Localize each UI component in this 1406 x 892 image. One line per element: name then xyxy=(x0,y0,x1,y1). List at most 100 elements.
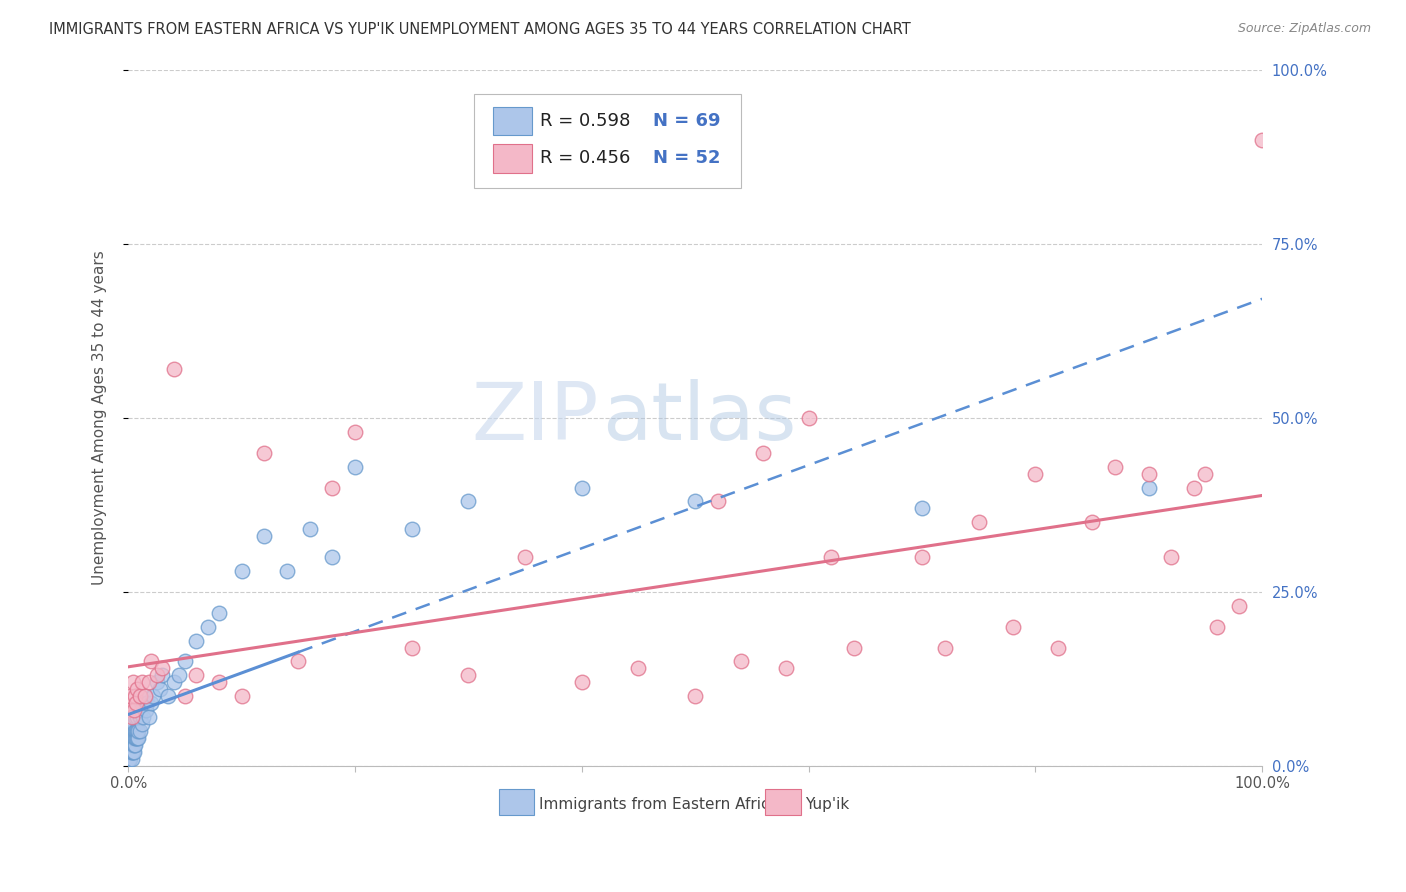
Point xyxy=(1182,481,1205,495)
Point xyxy=(127,724,149,739)
Point xyxy=(118,738,141,752)
Point xyxy=(124,724,146,739)
Point xyxy=(343,459,366,474)
Point xyxy=(127,731,149,745)
Point xyxy=(131,717,153,731)
Text: R = 0.598: R = 0.598 xyxy=(540,112,630,130)
Point xyxy=(120,752,142,766)
Point xyxy=(571,481,593,495)
Point xyxy=(149,682,172,697)
Point xyxy=(127,710,149,724)
Point xyxy=(121,752,143,766)
Point xyxy=(124,738,146,752)
Point xyxy=(343,425,366,439)
Point xyxy=(121,738,143,752)
Point xyxy=(138,675,160,690)
Point xyxy=(150,668,173,682)
Point xyxy=(132,696,155,710)
Point xyxy=(1024,467,1046,481)
Point xyxy=(135,703,157,717)
Point xyxy=(138,710,160,724)
Point xyxy=(118,745,141,759)
Point xyxy=(197,620,219,634)
Point xyxy=(129,703,152,717)
Point xyxy=(121,738,143,752)
Point xyxy=(287,655,309,669)
Point xyxy=(142,690,165,704)
Text: R = 0.456: R = 0.456 xyxy=(540,150,630,168)
Point xyxy=(321,550,343,565)
Point xyxy=(1229,599,1251,613)
FancyBboxPatch shape xyxy=(499,789,534,815)
Text: Immigrants from Eastern Africa: Immigrants from Eastern Africa xyxy=(538,797,779,812)
Point xyxy=(1251,133,1274,147)
Point xyxy=(134,690,156,704)
Point xyxy=(1137,481,1160,495)
Point xyxy=(121,731,143,745)
Point xyxy=(231,564,253,578)
Point xyxy=(683,690,706,704)
Point xyxy=(122,738,145,752)
Point xyxy=(145,675,167,690)
Point xyxy=(208,675,231,690)
Point xyxy=(124,690,146,704)
Point xyxy=(128,710,150,724)
Point xyxy=(121,731,143,745)
Point xyxy=(125,731,148,745)
Point xyxy=(124,710,146,724)
Point xyxy=(911,501,934,516)
Point xyxy=(121,724,143,739)
Point xyxy=(136,696,159,710)
Point xyxy=(122,717,145,731)
Point xyxy=(120,690,142,704)
Point xyxy=(730,655,752,669)
Point xyxy=(1160,550,1182,565)
Point xyxy=(276,564,298,578)
Text: N = 69: N = 69 xyxy=(654,112,721,130)
Point xyxy=(253,446,276,460)
Point xyxy=(173,655,195,669)
Point xyxy=(128,690,150,704)
Point xyxy=(571,675,593,690)
Point xyxy=(127,731,149,745)
Point xyxy=(173,690,195,704)
Point xyxy=(122,703,145,717)
Point xyxy=(1081,516,1104,530)
FancyBboxPatch shape xyxy=(765,789,800,815)
Point xyxy=(513,550,536,565)
Point xyxy=(132,710,155,724)
Point xyxy=(162,675,184,690)
Point xyxy=(627,661,650,675)
Point xyxy=(1137,467,1160,481)
Point xyxy=(911,550,934,565)
Point xyxy=(1104,459,1126,474)
Point xyxy=(125,696,148,710)
Point xyxy=(121,710,143,724)
Point xyxy=(118,703,141,717)
Point xyxy=(167,668,190,682)
Point xyxy=(139,655,162,669)
Point xyxy=(752,446,775,460)
FancyBboxPatch shape xyxy=(494,145,531,173)
Y-axis label: Unemployment Among Ages 35 to 44 years: Unemployment Among Ages 35 to 44 years xyxy=(93,251,107,585)
Point xyxy=(208,606,231,620)
Point xyxy=(775,661,797,675)
Point xyxy=(1205,620,1227,634)
Point xyxy=(120,731,142,745)
Point xyxy=(150,661,173,675)
Point xyxy=(401,522,423,536)
Point xyxy=(128,724,150,739)
Point xyxy=(120,745,142,759)
Point xyxy=(842,640,865,655)
Point xyxy=(131,675,153,690)
Point xyxy=(186,668,208,682)
Point xyxy=(145,668,167,682)
Point xyxy=(125,703,148,717)
Point xyxy=(120,738,142,752)
Text: Source: ZipAtlas.com: Source: ZipAtlas.com xyxy=(1237,22,1371,36)
Text: ZIP: ZIP xyxy=(471,379,599,457)
Point xyxy=(298,522,321,536)
Point xyxy=(457,668,479,682)
Point xyxy=(934,640,956,655)
Point xyxy=(121,675,143,690)
